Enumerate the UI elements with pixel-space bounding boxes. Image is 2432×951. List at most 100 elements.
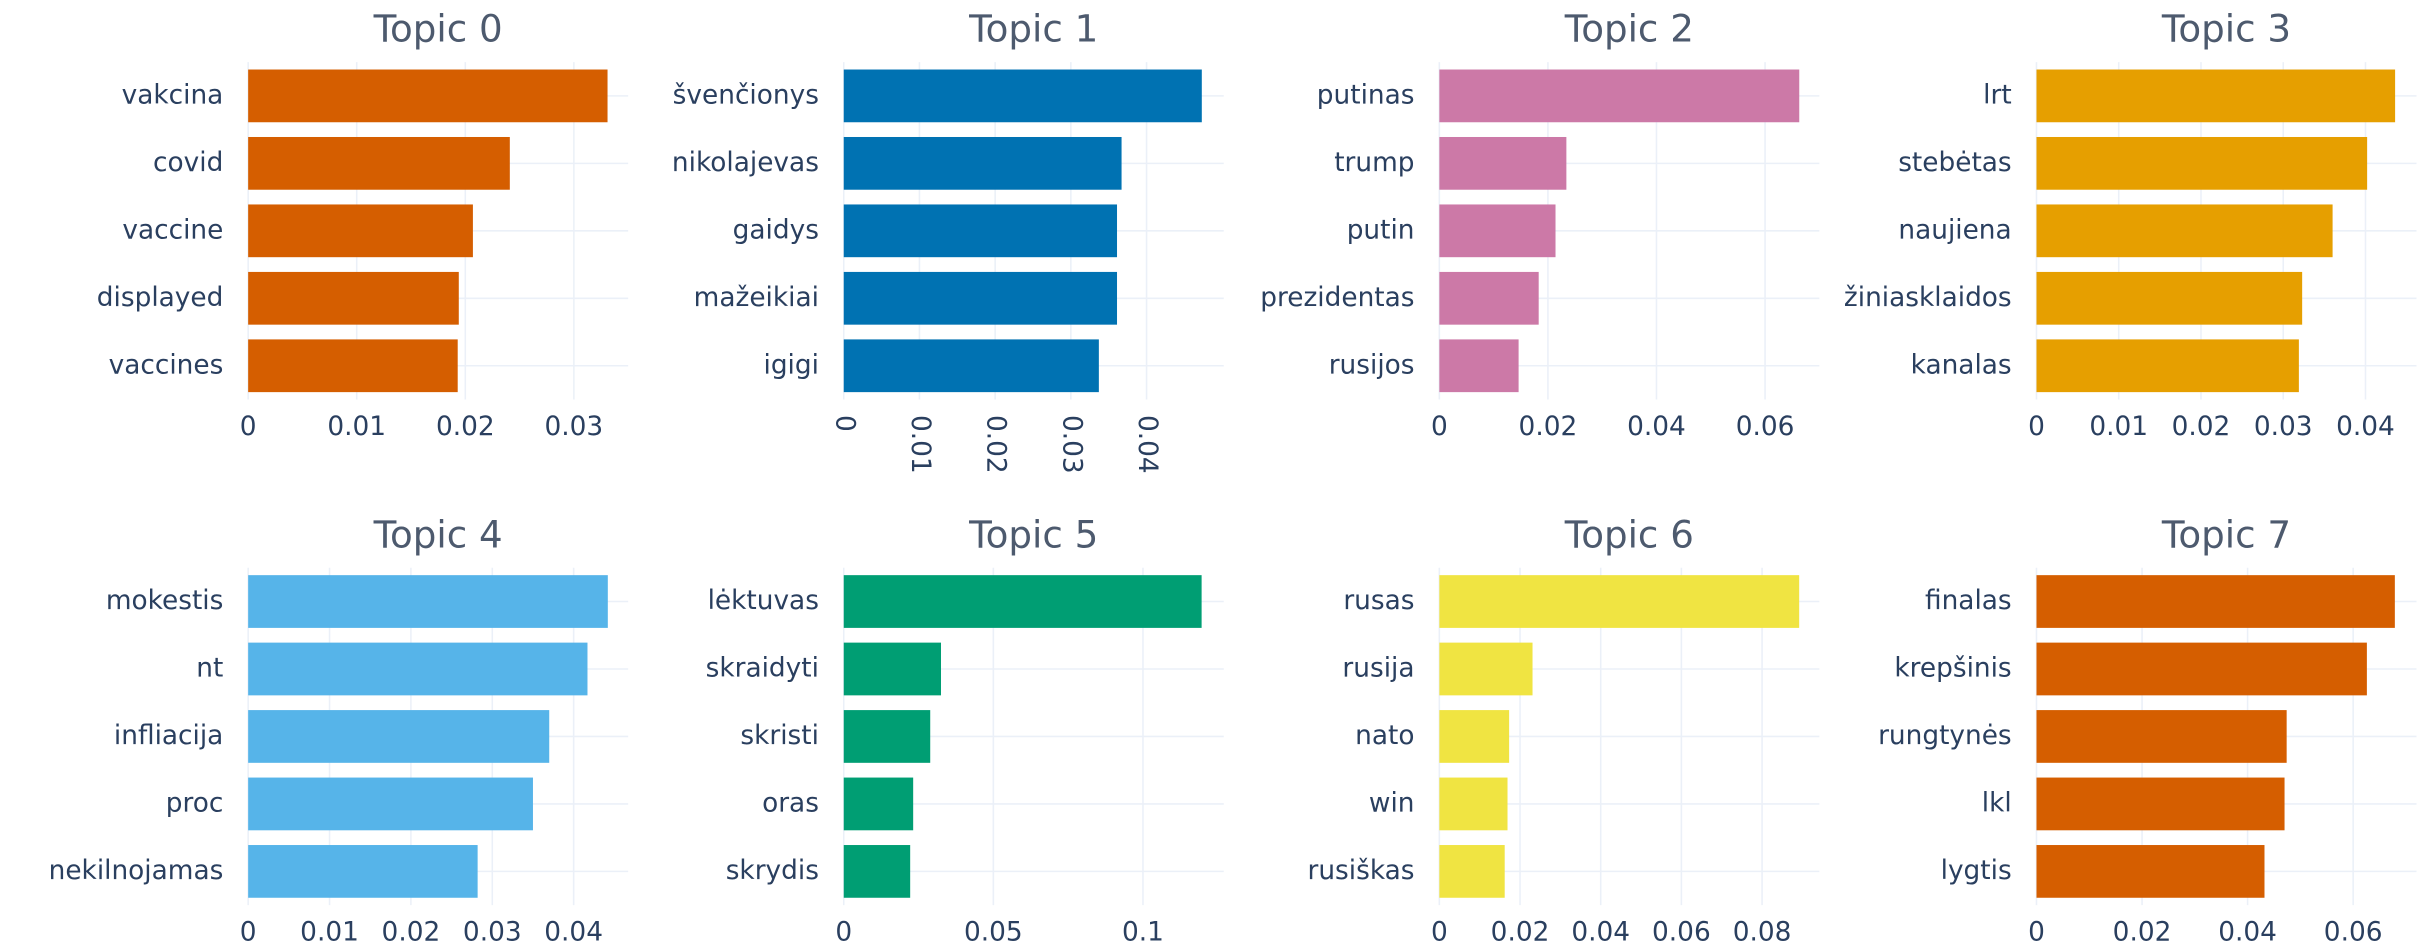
category-label: lkl [1982, 788, 2012, 818]
x-tick-label: 0.05 [964, 918, 1023, 948]
bar [1439, 69, 1800, 123]
category-label: mokestis [106, 586, 223, 616]
bar [2036, 710, 2287, 763]
bar [248, 136, 510, 190]
bar [2036, 204, 2333, 258]
bar [843, 845, 911, 898]
bar [843, 271, 1118, 325]
x-tick-label: 0.06 [1652, 918, 1711, 948]
x-tick-label: 0.03 [2254, 412, 2313, 442]
bar [843, 777, 914, 831]
category-label: trump [1334, 148, 1414, 178]
category-label: skristi [740, 721, 819, 751]
bar [843, 575, 1202, 628]
bar [2036, 777, 2285, 831]
subplot-title: Topic 2 [1564, 7, 1694, 51]
category-label: skrydis [726, 856, 819, 886]
x-tick-label: 0.06 [1736, 412, 1795, 442]
category-label: vaccine [122, 215, 223, 245]
bar [2036, 69, 2396, 123]
x-tick-label: 0.01 [327, 412, 386, 442]
category-label: lygtis [1941, 856, 2012, 886]
bar [248, 69, 608, 123]
category-label: infliacija [114, 721, 223, 751]
x-tick-label: 0.06 [2324, 918, 2383, 948]
x-tick-label: 0.02 [2172, 412, 2231, 442]
subplot-title: Topic 3 [2161, 7, 2291, 51]
bar [1439, 642, 1533, 696]
category-label: rusija [1342, 653, 1414, 683]
category-label: kanalas [1911, 350, 2012, 380]
x-tick-label: 0 [829, 415, 859, 432]
x-tick-label: 0.02 [1491, 918, 1550, 948]
category-label: rusas [1343, 586, 1414, 616]
x-tick-label: 0.04 [1571, 918, 1630, 948]
bar [2036, 845, 2265, 898]
x-tick-label: 0.04 [1132, 415, 1162, 474]
bar [2036, 271, 2303, 325]
category-label: rusijos [1329, 350, 1415, 380]
bar [248, 339, 458, 393]
bar [248, 575, 608, 628]
x-tick-label: 0.02 [981, 415, 1011, 474]
x-tick-label: 0 [240, 918, 257, 948]
bar [843, 710, 931, 763]
x-tick-label: 0.1 [1122, 918, 1164, 948]
x-tick-label: 0.03 [545, 412, 604, 442]
bar [1439, 710, 1510, 763]
bar [248, 845, 478, 898]
x-tick-label: 0.04 [1627, 412, 1686, 442]
category-label: vakcina [122, 80, 224, 110]
category-label: nekilnojamas [49, 856, 224, 886]
x-tick-label: 0 [2028, 412, 2045, 442]
category-label: rusiškas [1307, 856, 1414, 886]
bar [1439, 204, 1556, 258]
category-label: vaccines [109, 350, 224, 380]
subplot-title: Topic 6 [1564, 512, 1694, 556]
x-tick-label: 0 [835, 918, 852, 948]
x-tick-label: 0 [240, 412, 257, 442]
subplot-title: Topic 4 [373, 512, 503, 556]
bar [2036, 339, 2299, 393]
x-tick-label: 0 [1431, 918, 1448, 948]
bar [1439, 777, 1508, 831]
bar [248, 777, 533, 831]
category-label: lrt [1983, 80, 2012, 110]
bar [2036, 575, 2395, 628]
category-label: putinas [1317, 80, 1415, 110]
x-tick-label: 0.04 [2336, 412, 2395, 442]
category-label: oras [762, 788, 819, 818]
category-label: covid [153, 148, 223, 178]
bar [248, 204, 473, 258]
category-label: displayed [97, 283, 224, 313]
bar [248, 642, 588, 696]
subplot-title: Topic 5 [968, 512, 1098, 556]
category-label: lėktuvas [708, 586, 819, 616]
x-tick-label: 0.01 [905, 415, 935, 474]
bar [248, 710, 550, 763]
category-label: gaidys [733, 215, 819, 245]
category-label: rungtynės [1878, 721, 2012, 751]
category-label: naujiena [1898, 215, 2011, 245]
bar [843, 339, 1099, 393]
category-label: nikolajevas [672, 148, 819, 178]
x-tick-label: 0.04 [544, 918, 603, 948]
category-label: mažeikiai [694, 283, 819, 313]
subplot-title: Topic 1 [968, 7, 1098, 51]
category-label: finalas [1925, 586, 2012, 616]
category-label: skraidyti [706, 653, 819, 683]
x-tick-label: 0 [1431, 412, 1448, 442]
category-label: nato [1355, 721, 1414, 751]
category-label: nt [196, 653, 223, 683]
bar [843, 642, 941, 696]
bar [1439, 575, 1800, 628]
category-label: krepšinis [1894, 653, 2011, 683]
category-label: igigi [764, 350, 819, 380]
subplot-title: Topic 0 [373, 7, 503, 51]
bar [843, 136, 1122, 190]
bar [843, 204, 1118, 258]
bar [1439, 845, 1505, 898]
bar [248, 271, 459, 325]
x-tick-label: 0.02 [436, 412, 495, 442]
